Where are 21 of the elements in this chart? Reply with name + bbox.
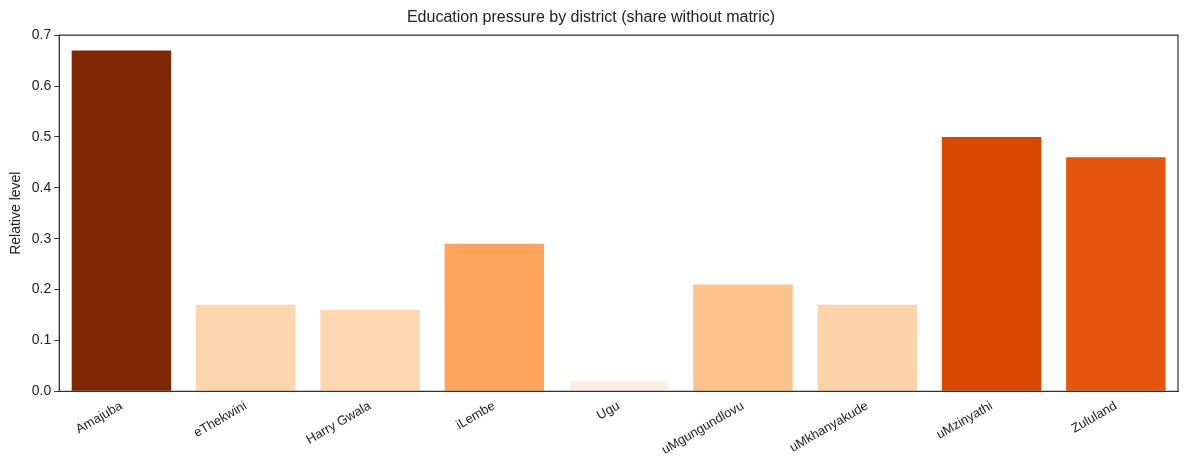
y-tick-label: 0.5 bbox=[31, 127, 52, 144]
y-tick-label: 0.2 bbox=[31, 280, 52, 297]
bar bbox=[444, 243, 545, 391]
bar bbox=[817, 304, 917, 391]
bar bbox=[1066, 157, 1166, 391]
y-tick-label: 0.3 bbox=[31, 229, 52, 246]
y-tick-label: 0.6 bbox=[31, 76, 52, 93]
y-tick-label: 0.7 bbox=[31, 26, 52, 43]
bar bbox=[693, 284, 793, 391]
y-tick-label: 0.4 bbox=[31, 178, 52, 195]
bar bbox=[71, 50, 172, 391]
x-tick-label: Ugu bbox=[593, 397, 622, 423]
bar bbox=[320, 309, 420, 391]
x-tick-label: Harry Gwala bbox=[303, 397, 374, 447]
bar bbox=[568, 381, 669, 391]
y-axis-title: Relative level bbox=[7, 171, 24, 255]
bar bbox=[941, 136, 1042, 391]
y-tick-label: 0.0 bbox=[31, 382, 52, 399]
bar bbox=[196, 304, 296, 391]
y-tick-label: 0.1 bbox=[31, 331, 52, 348]
chart-title: Education pressure by district (share without matric) bbox=[406, 8, 776, 26]
